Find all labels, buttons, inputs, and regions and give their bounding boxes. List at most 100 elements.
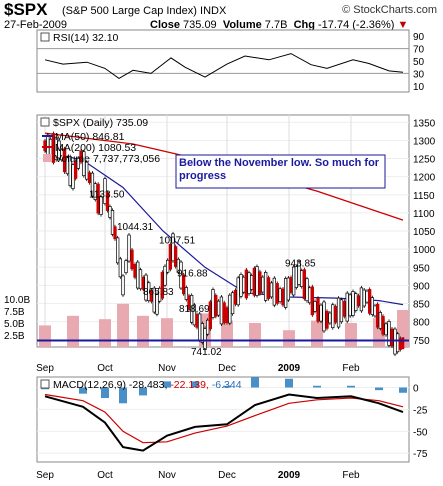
macd-y-tick: -75: [413, 449, 428, 460]
x-tick: Oct: [97, 470, 113, 481]
price-point-label: 916.88: [177, 268, 208, 279]
x-tick: Nov: [158, 363, 176, 374]
price-candle: [255, 266, 259, 296]
price-y-tick: 950: [413, 263, 430, 274]
index-name: (S&P 500 Large Cap Index) INDX: [62, 5, 226, 17]
symbol-title: $SPX: [4, 0, 48, 19]
price-candle: [99, 196, 103, 215]
price-y-tick: 800: [413, 318, 430, 329]
price-candle: [242, 276, 246, 293]
price-candle: [281, 288, 285, 306]
x-axis-macd: Sep Oct Nov Dec 2009 Feb: [36, 470, 360, 481]
price-candle: [354, 293, 358, 311]
macd-histogram-bar: [223, 385, 231, 388]
price-candle: [74, 161, 78, 179]
price-y-tick: 1200: [413, 173, 436, 184]
rsi-y-tick: 10: [413, 82, 425, 93]
price-candle: [182, 274, 186, 295]
price-candle: [133, 264, 137, 278]
price-point-label: 1007.51: [159, 235, 196, 246]
price-candle: [365, 290, 369, 303]
macd-histogram-bar: [139, 387, 147, 396]
price-candle: [278, 288, 282, 303]
volume-bar: [283, 330, 295, 347]
price-candle: [300, 270, 304, 287]
macd-line: [44, 393, 404, 452]
volume-bar: [137, 315, 149, 347]
volume-bar: [67, 315, 79, 347]
x-tick: 2009: [278, 363, 301, 374]
price-candle: [339, 299, 344, 323]
price-y-tick: 1150: [413, 191, 435, 202]
price-candle: [138, 269, 143, 290]
quote-date: 27-Feb-2009: [4, 19, 67, 31]
price-candle: [345, 292, 349, 322]
price-candle: [319, 304, 323, 322]
x-tick: Dec: [218, 470, 236, 481]
price-candle: [396, 333, 400, 353]
price-candle: [222, 302, 226, 324]
rsi-y-tick: 30: [413, 69, 425, 80]
rsi-toggle-icon: [40, 32, 50, 42]
price-candle: [331, 304, 335, 329]
x-tick: Sep: [36, 470, 54, 481]
price-candle: [113, 226, 117, 240]
volume-y-tick: 7.5B: [4, 307, 25, 318]
macd-y-tick: -25: [413, 405, 428, 416]
price-toggle-icon: [40, 117, 50, 127]
price-candle: [376, 303, 380, 328]
macd-y-tick: 0: [413, 384, 419, 395]
volume-bar: [345, 323, 357, 347]
annotation-box: [175, 154, 386, 189]
price-candle: [118, 258, 122, 278]
price-candle: [284, 278, 288, 308]
price-candle: [121, 275, 125, 296]
volume-legend-swatch: [43, 154, 52, 162]
chg-value: -17.74 (-2.36%): [318, 19, 395, 31]
close-label: Close: [150, 19, 180, 31]
price-candle: [124, 260, 128, 274]
x-tick: Sep: [36, 363, 54, 374]
price-candle: [166, 259, 170, 273]
down-arrow-icon: ▼: [397, 19, 409, 31]
price-point-label: 865.83: [143, 287, 174, 298]
price-candle: [272, 277, 276, 306]
price-candle: [398, 338, 402, 350]
price-candle: [351, 291, 355, 316]
volume-y-tick: 10.0B: [4, 295, 30, 306]
price-candle: [266, 277, 271, 299]
price-candle: [203, 328, 207, 350]
macd-histogram-bar: [375, 387, 383, 391]
x-tick: Feb: [342, 363, 360, 374]
x-tick: Nov: [158, 470, 176, 481]
volume-label: Volume: [222, 19, 262, 31]
price-candle: [342, 301, 346, 317]
price-y-tick: 1250: [413, 155, 436, 166]
price-candle: [313, 301, 317, 312]
volume-bar: [249, 323, 261, 347]
x-tick: 2009: [278, 470, 301, 481]
macd-panel: 0 -25 -50 -75 MACD(12,26,9) -28.483, -22.13…: [36, 376, 428, 463]
price-candle: [211, 289, 215, 318]
volume-bar: [39, 325, 51, 347]
price-y-tick: 1000: [413, 245, 436, 256]
price-candle: [247, 272, 251, 295]
x-tick: Dec: [218, 363, 236, 374]
price-candle: [87, 172, 92, 184]
macd-histogram-bar: [101, 387, 109, 399]
exchange-label: INDX: [200, 5, 227, 17]
macd-y-tick: -50: [413, 427, 428, 438]
price-candle: [155, 293, 159, 315]
price-candle: [310, 286, 314, 316]
price-candle: [228, 294, 232, 324]
macd-histogram-bar: [163, 381, 171, 388]
price-candle: [174, 246, 178, 267]
legend-ma50: MA(50) 846.81: [55, 131, 125, 143]
legend-volume: Volume 7,737,773,056: [55, 153, 160, 165]
price-candle: [258, 271, 262, 295]
price-candle: [359, 287, 364, 312]
price-y-tick: 1050: [413, 227, 436, 238]
volume-y-tick: 5.0B: [4, 319, 25, 330]
